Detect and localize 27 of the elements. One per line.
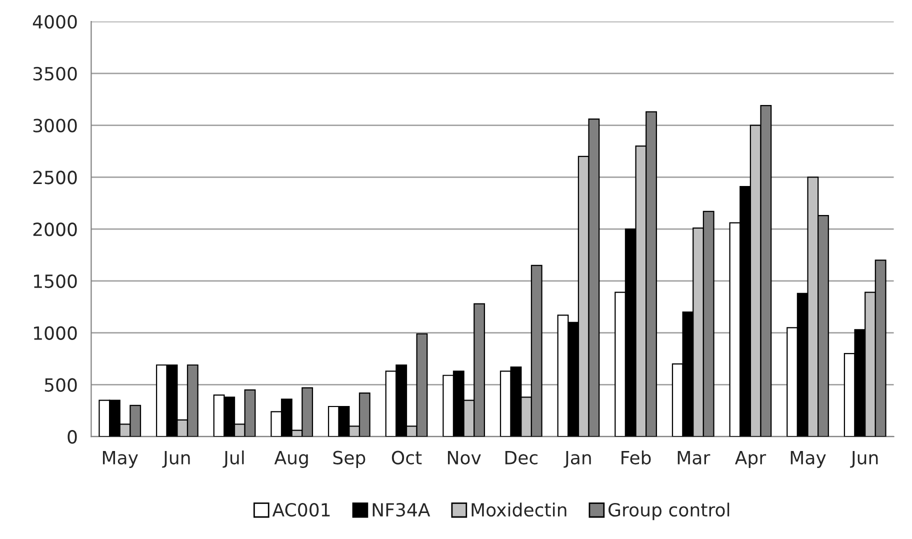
x-tick-label: Apr — [734, 451, 766, 468]
x-tick-label: Jul — [222, 450, 244, 468]
x-tick-label: Aug — [274, 451, 308, 468]
x-tick-label: Sep — [333, 450, 366, 468]
x-tick-label: Feb — [622, 450, 651, 464]
x-tick-label: Jun — [162, 451, 190, 468]
y-tick-label: 1000 — [34, 326, 77, 340]
x-tick-label: Jun — [850, 451, 878, 468]
x-tick-label: Dec — [505, 451, 538, 464]
x-tick-label: Nov — [448, 451, 481, 464]
x-tick-label: May — [102, 451, 138, 468]
y-tick-label: 4000 — [32, 15, 77, 29]
y-tick-label: 3000 — [33, 118, 77, 132]
x-tick-label: Oct — [392, 450, 422, 464]
x-tick-label: May — [790, 451, 826, 468]
legend-label: NF34A — [372, 502, 430, 517]
x-tick-label: Mar — [678, 451, 710, 464]
y-tick-label: 1500 — [34, 274, 77, 288]
legend-label: AC001 — [272, 502, 330, 517]
legend-label: Group control — [608, 502, 730, 520]
y-tick-label: 2500 — [33, 170, 77, 184]
y-tick-label: 500 — [44, 378, 77, 392]
legend-label: Moxidectin — [472, 502, 566, 517]
y-tick-label: 0 — [68, 430, 77, 444]
y-tick-label: 2000 — [33, 222, 77, 236]
x-tick-label: Jan — [564, 451, 591, 468]
y-tick-label: 3500 — [33, 66, 77, 81]
